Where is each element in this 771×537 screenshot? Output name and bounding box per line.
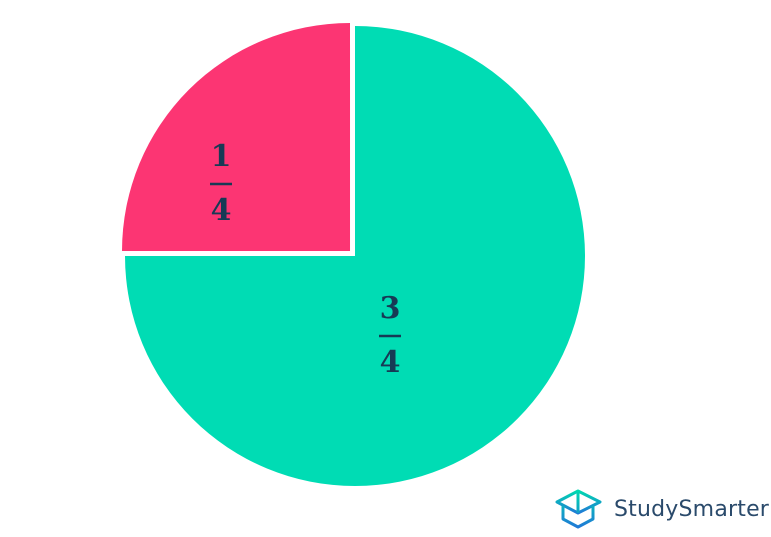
pie-slice-three-quarters (125, 26, 585, 486)
slice-label-three-quarters: 3 4 (379, 291, 401, 380)
denominator: 4 (211, 193, 232, 228)
denominator: 4 (380, 345, 401, 380)
studysmarter-logo: StudySmarter (614, 497, 770, 522)
pie-slice-one-quarter (122, 23, 351, 252)
numerator: 3 (380, 291, 401, 326)
slice-label-one-quarter: 1 4 (210, 139, 232, 228)
open-box-icon (555, 489, 602, 529)
numerator: 1 (211, 139, 232, 174)
